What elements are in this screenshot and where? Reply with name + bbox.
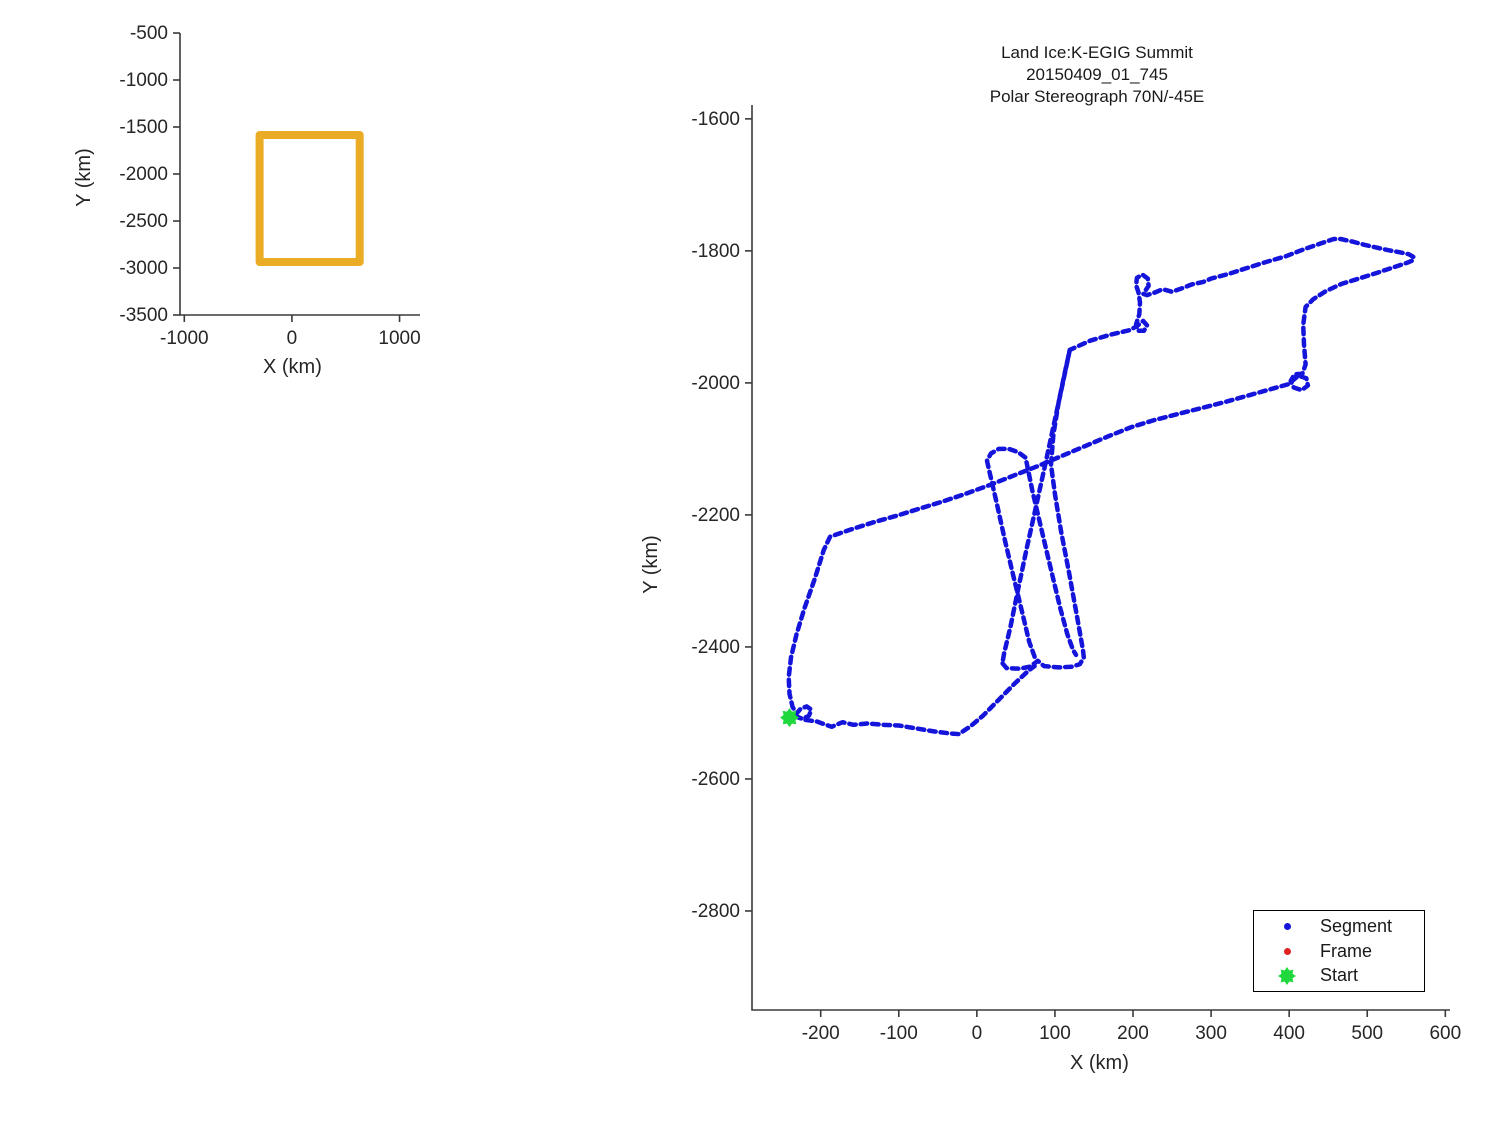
legend-item-frame: Frame [1254,939,1424,964]
y-tick-label: -3000 [119,258,168,279]
x-tick-label: -100 [880,1023,918,1044]
y-tick-label: -2000 [691,373,740,394]
y-tick-label: -3500 [119,305,168,326]
y-tick-label: -2400 [691,637,740,658]
y-tick-label: -1000 [119,70,168,91]
title-line-3: Polar Stereograph 70N/-45E [989,87,1205,106]
segment-track-path [786,236,1416,722]
title-line-1: Land Ice:K-EGIG Summit [1001,43,1193,62]
overview-plot: -1000 0 1000 -500 -1000 -1500 -2000 -2500 -3000 -… [119,23,420,349]
legend-label-start: Start [1320,965,1359,986]
x-tick-label: 400 [1273,1023,1305,1044]
legend-label-frame: Frame [1320,940,1373,961]
y-tick-label: -1800 [691,241,740,262]
start-star-icon [1278,966,1296,985]
flight-track-plot: -200 -100 0 100 200 300 400 500 600 -1600 -1800 -20… [691,105,1461,1044]
y-tick-label: -2800 [691,901,740,922]
x-tick-label: -200 [802,1023,840,1044]
x-tick-label: 1000 [378,328,420,349]
legend: Segment Frame Start [1253,910,1425,992]
x-tick-label: 100 [1039,1023,1071,1044]
title-line-2: 20150409_01_745 [1026,65,1168,84]
y-tick-label: -1500 [119,117,168,138]
segment-track-path [984,446,1079,660]
y-tick-label: -500 [130,23,168,44]
frame-dot-icon [1283,947,1291,955]
segment-track-path [1000,347,1073,665]
main-y-axis-label: Y (km) [639,535,662,594]
axes-spines [179,33,420,316]
legend-item-start: Start [1254,963,1424,988]
main-plot-title: Land Ice:K-EGIG Summit 20150409_01_745 P… [947,42,1247,108]
segment-track-path [792,663,1037,737]
x-tick-label: 0 [972,1023,983,1044]
x-tick-label: 600 [1429,1023,1461,1044]
x-tick-label: 300 [1195,1023,1227,1044]
coverage-box-path [255,131,364,266]
start-marker [780,708,799,728]
x-tick-label: 0 [287,328,298,349]
y-tick-label: -1600 [691,109,740,130]
y-tick-label: -2200 [691,505,740,526]
y-tick-label: -2600 [691,769,740,790]
legend-item-segment: Segment [1254,914,1424,939]
main-x-axis-label: X (km) [1070,1052,1129,1074]
x-tick-label: -1000 [160,328,209,349]
x-tick-label: 200 [1117,1023,1149,1044]
overview-x-axis-label: X (km) [263,356,322,378]
legend-label-segment: Segment [1320,915,1393,936]
x-tick-label: 500 [1351,1023,1383,1044]
overview-y-axis-label: Y (km) [72,148,95,207]
y-tick-label: -2000 [119,164,168,185]
axes-spines [751,105,1450,1011]
segment-dot-icon [1283,922,1291,930]
y-tick-label: -2500 [119,211,168,232]
